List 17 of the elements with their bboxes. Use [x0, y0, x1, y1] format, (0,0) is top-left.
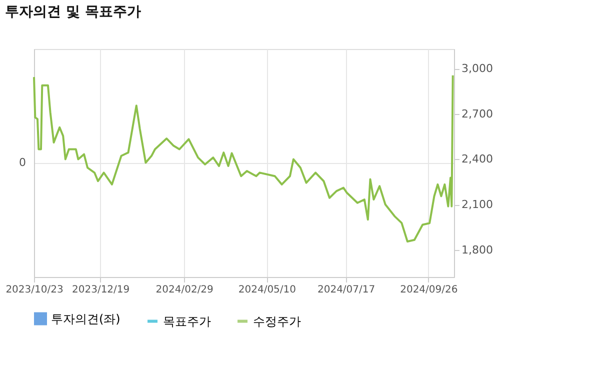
- legend-label: 목표주가: [163, 314, 211, 328]
- line-series: [33, 74, 454, 243]
- y2-tick-label: 2,700: [462, 107, 493, 120]
- y2-tick-label: 1,800: [462, 243, 493, 256]
- x-tick-label: 2023/12/19: [72, 284, 130, 296]
- legend-label: 투자의견(좌): [51, 312, 120, 326]
- x-tick-label: 2024/07/17: [317, 284, 376, 296]
- y2-tick-label: 2,400: [462, 152, 493, 166]
- x-tick-label: 2024/05/10: [238, 284, 296, 296]
- legend-label: 수정주가: [253, 314, 301, 328]
- x-tick-label: 2024/02/29: [156, 284, 214, 296]
- chart-title: 투자의견 및 목표주가: [5, 4, 141, 20]
- text: 0: [19, 156, 26, 169]
- y2-tick-label: 3,000: [462, 62, 493, 76]
- x-tick-label: 2023/10/23: [6, 284, 64, 296]
- y2-tick-label: 2,100: [462, 198, 493, 212]
- x-tick-label: 2024/09/26: [400, 284, 458, 296]
